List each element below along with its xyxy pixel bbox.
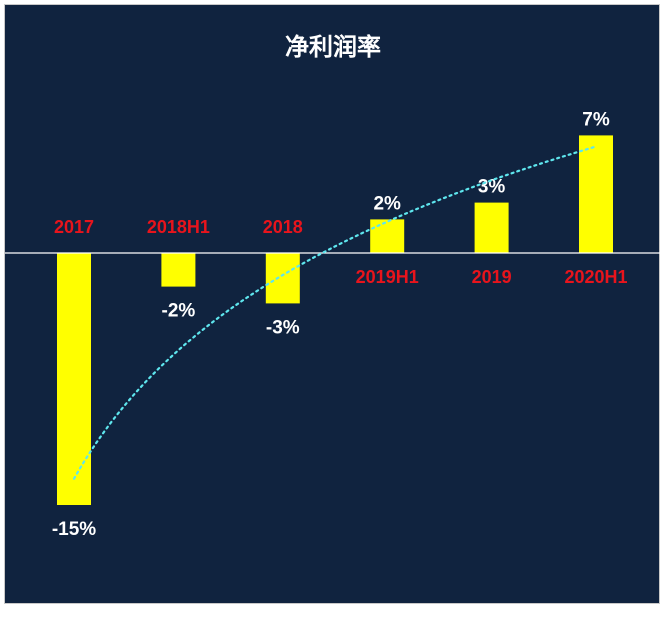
value-label: -3% xyxy=(266,317,300,338)
category-label: 2018 xyxy=(263,217,303,237)
chart-title: 净利润率 xyxy=(285,33,381,61)
value-label: -2% xyxy=(162,301,196,322)
bar-2019H1 xyxy=(370,219,405,253)
category-label: 2017 xyxy=(54,217,94,237)
category-label: 2020H1 xyxy=(564,267,627,287)
bar-2017 xyxy=(57,253,91,505)
bar-chart: 2017 -15% 2018H1 -2% 2018 -3% 2019H1 2% 2019 3% 20… xyxy=(5,109,661,540)
value-label: -15% xyxy=(52,519,96,540)
value-label: 7% xyxy=(582,109,610,130)
chart-frame: 净利润率 2017 -15% 2018H1 -2% 2018 -3% 2019H1 2% 201… xyxy=(4,4,661,604)
category-label: 2019H1 xyxy=(356,267,419,287)
category-label: 2019 xyxy=(472,267,512,287)
bar-2020H1 xyxy=(579,135,613,253)
category-label: 2018H1 xyxy=(147,217,210,237)
value-label: 3% xyxy=(478,177,506,198)
bar-2019 xyxy=(474,202,509,253)
bar-2018 xyxy=(265,253,300,304)
bar-2018H1 xyxy=(161,253,196,287)
trendline xyxy=(72,145,598,480)
value-label: 2% xyxy=(373,193,401,214)
